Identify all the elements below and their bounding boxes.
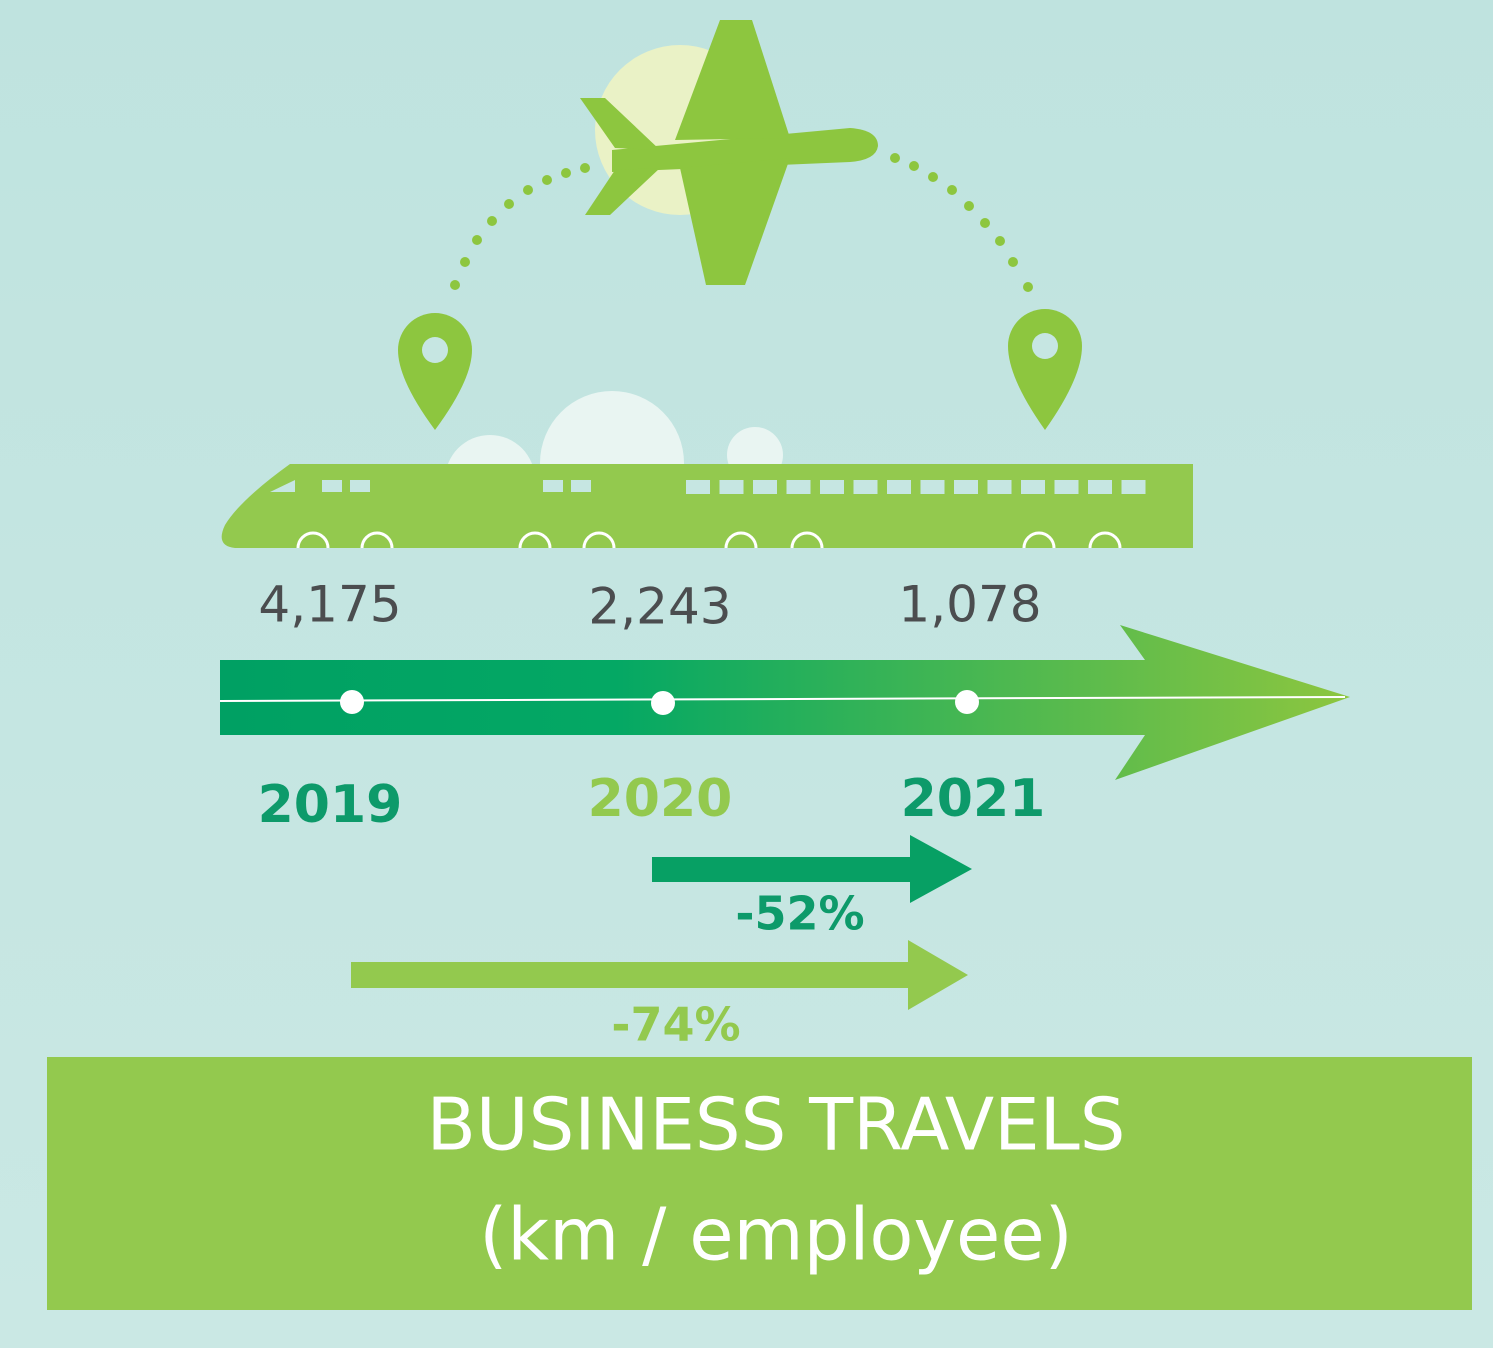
- timeline-dot: [340, 690, 364, 714]
- change-label: -74%: [611, 998, 740, 1052]
- flight-path: [450, 153, 1033, 292]
- window: [686, 480, 710, 494]
- window: [719, 480, 744, 494]
- value: 1,078: [898, 576, 1041, 634]
- window: [1121, 480, 1146, 494]
- title: BUSINESS TRAVELS: [427, 1083, 1126, 1167]
- value: 4,175: [258, 576, 401, 634]
- value: 2,243: [588, 578, 731, 636]
- train: [221, 464, 1193, 549]
- timeline-line: [219, 696, 1346, 702]
- change-arrow: [652, 835, 972, 903]
- timeline-dot: [651, 691, 675, 715]
- change-label: -52%: [735, 887, 864, 941]
- subtitle: (km / employee): [479, 1193, 1072, 1277]
- plane: [580, 20, 878, 285]
- timeline-dot: [955, 690, 979, 714]
- year: 2020: [588, 769, 733, 829]
- year: 2021: [901, 769, 1046, 829]
- window: [920, 480, 945, 494]
- window: [887, 480, 911, 494]
- window: [786, 480, 811, 494]
- window: [954, 480, 978, 494]
- window: [1054, 480, 1079, 494]
- year: 2019: [258, 775, 403, 835]
- window: [1088, 480, 1112, 494]
- change-arrow: [351, 940, 968, 1010]
- window: [987, 480, 1012, 494]
- windows: [686, 480, 1146, 494]
- window: [820, 480, 844, 494]
- title-box: [47, 1057, 1472, 1310]
- window: [1021, 480, 1045, 494]
- timeline-arrow: [220, 625, 1350, 780]
- window: [753, 480, 777, 494]
- pins: [398, 309, 1082, 430]
- window: [853, 480, 878, 494]
